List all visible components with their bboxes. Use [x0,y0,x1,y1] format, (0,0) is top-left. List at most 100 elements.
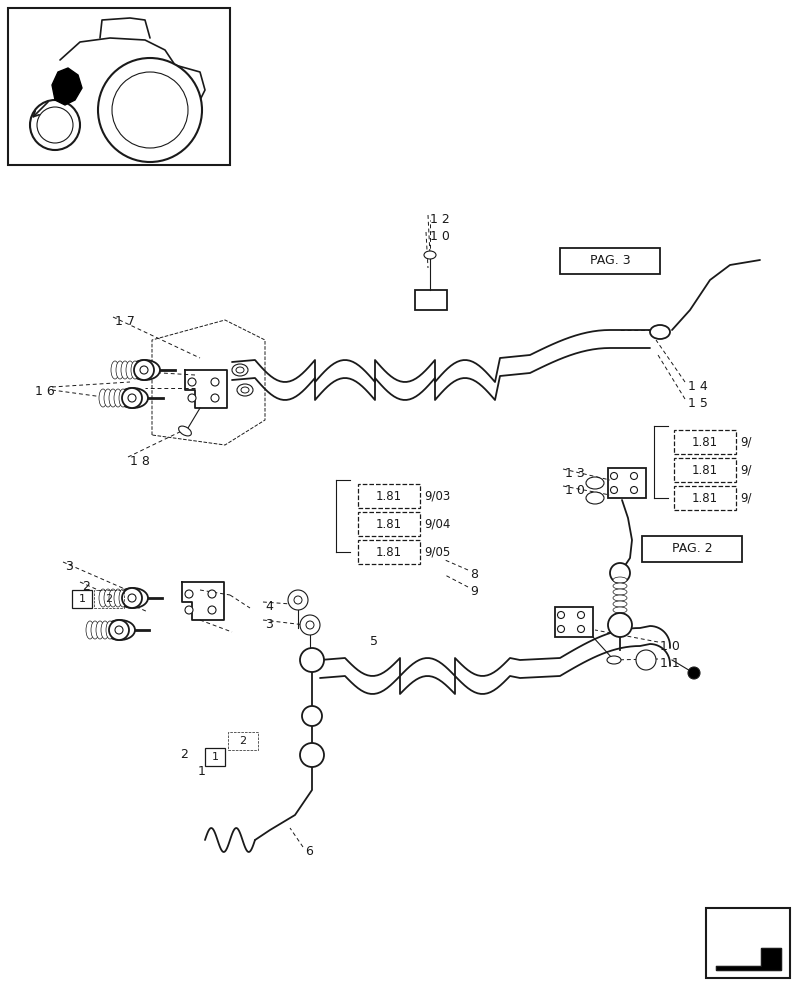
Bar [358,484,419,508]
Ellipse shape [236,367,243,373]
Text: 9/: 9/ [739,464,750,477]
Text: 2: 2 [105,594,113,604]
Ellipse shape [121,361,129,379]
Ellipse shape [241,387,249,393]
Bar [673,486,735,510]
Bar [673,458,735,482]
Ellipse shape [612,607,626,613]
Text: 1 0: 1 0 [564,484,584,497]
Circle shape [188,394,195,402]
Ellipse shape [86,621,94,639]
Text: 4: 4 [264,600,272,613]
Circle shape [557,611,564,618]
Ellipse shape [232,364,247,376]
Ellipse shape [119,589,127,607]
Ellipse shape [101,621,109,639]
Ellipse shape [178,426,191,436]
Text: 2: 2 [239,736,247,746]
Polygon shape [715,948,780,970]
Ellipse shape [111,361,119,379]
Text: 1: 1 [198,765,206,778]
Ellipse shape [612,613,626,619]
Text: 9/: 9/ [739,436,750,448]
Text: 1 0: 1 0 [659,640,679,653]
Circle shape [185,606,193,614]
Ellipse shape [119,389,127,407]
Text: 3: 3 [264,618,272,631]
Circle shape [109,620,129,640]
Circle shape [128,394,135,402]
Text: 1 8: 1 8 [130,455,150,468]
Bar [414,290,446,310]
Text: PAG. 3: PAG. 3 [589,254,629,267]
Bar [358,512,419,536]
Ellipse shape [99,589,107,607]
Circle shape [299,615,320,635]
Bar [8,8,230,165]
Circle shape [188,378,195,386]
Circle shape [610,487,616,493]
Circle shape [211,394,219,402]
Bar [560,248,659,274]
Ellipse shape [612,589,626,595]
Circle shape [557,626,564,632]
Polygon shape [52,68,82,105]
Text: 1 7: 1 7 [115,315,135,328]
Bar [94,590,124,608]
Circle shape [306,621,314,629]
Text: 1.81: 1.81 [375,518,401,530]
Text: 9/05: 9/05 [423,546,449,558]
Bar [72,590,92,608]
Text: 1.81: 1.81 [375,546,401,558]
Circle shape [577,611,584,618]
Circle shape [299,743,324,767]
Ellipse shape [130,360,160,380]
Circle shape [294,596,302,604]
Text: 9/03: 9/03 [423,489,449,502]
Circle shape [30,100,80,150]
Circle shape [211,378,219,386]
Text: 2: 2 [180,748,187,761]
Text: 3: 3 [65,560,73,573]
Circle shape [139,366,148,374]
Circle shape [37,107,73,143]
Ellipse shape [607,656,620,664]
Text: 1 5: 1 5 [687,397,707,410]
Ellipse shape [105,620,135,640]
Text: 5: 5 [370,635,378,648]
Circle shape [607,613,631,637]
Circle shape [112,72,188,148]
Ellipse shape [649,325,669,339]
Text: 1 1: 1 1 [659,657,679,670]
Ellipse shape [423,251,436,259]
Circle shape [299,648,324,672]
Bar [554,607,592,637]
Circle shape [185,590,193,598]
Circle shape [629,473,637,480]
Ellipse shape [612,583,626,589]
Bar [358,540,419,564]
Ellipse shape [104,589,112,607]
Text: 1: 1 [79,594,85,604]
Bar [228,732,258,750]
Circle shape [134,360,154,380]
Ellipse shape [99,389,107,407]
Text: 1 4: 1 4 [687,380,707,393]
Circle shape [128,594,135,602]
Ellipse shape [237,384,253,396]
Circle shape [635,650,655,670]
Ellipse shape [109,589,117,607]
Text: 1 0: 1 0 [430,230,449,243]
Circle shape [609,563,629,583]
Circle shape [577,626,584,632]
Ellipse shape [96,621,104,639]
Text: 1.81: 1.81 [691,436,717,448]
Circle shape [122,388,142,408]
Circle shape [288,590,307,610]
Text: 9/04: 9/04 [423,518,450,530]
Bar [607,468,646,498]
Ellipse shape [116,361,124,379]
Circle shape [687,667,699,679]
Circle shape [610,473,616,480]
Ellipse shape [586,477,603,489]
